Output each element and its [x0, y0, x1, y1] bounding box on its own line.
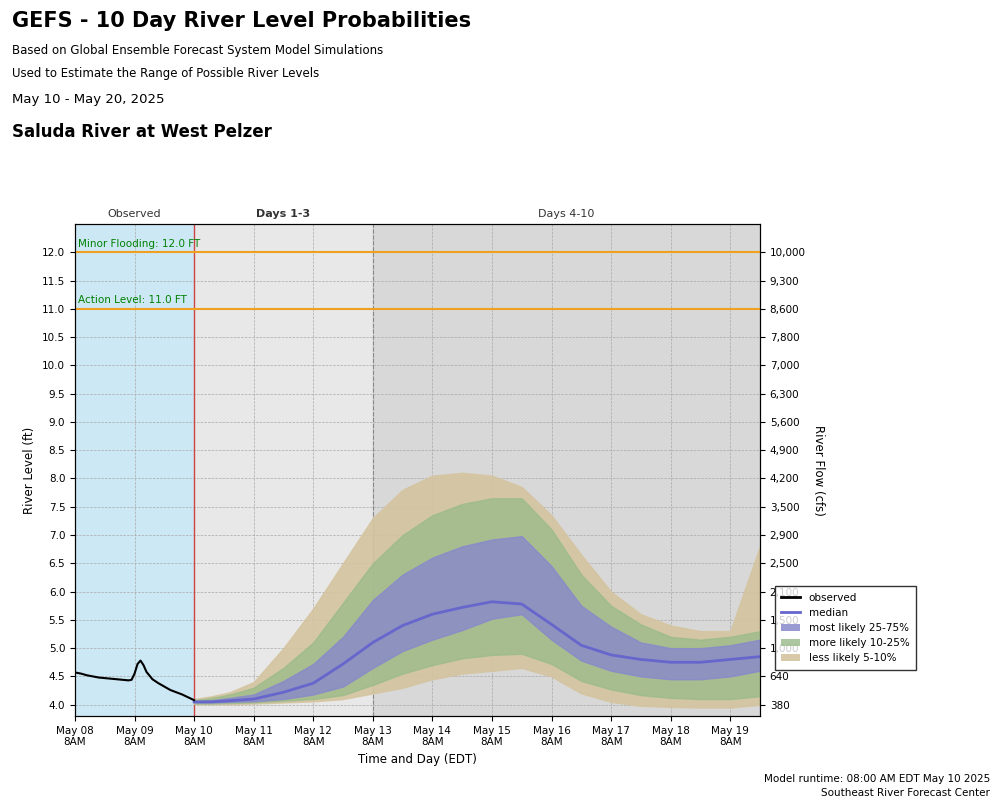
Bar [75, 224, 194, 716]
Y-axis label: River Level (ft): River Level (ft) [23, 426, 36, 514]
X-axis label: Time and Day (EDT): Time and Day (EDT) [358, 753, 477, 766]
Bar [194, 224, 373, 716]
Text: Used to Estimate the Range of Possible River Levels: Used to Estimate the Range of Possible R… [12, 67, 319, 80]
Text: Days 1-3: Days 1-3 [256, 209, 311, 218]
Text: Saluda River at West Pelzer: Saluda River at West Pelzer [12, 123, 272, 142]
Text: Based on Global Ensemble Forecast System Model Simulations: Based on Global Ensemble Forecast System… [12, 44, 383, 57]
Bar [373, 224, 760, 716]
Y-axis label: River Flow (cfs): River Flow (cfs) [812, 425, 825, 515]
Text: Days 4-10: Days 4-10 [538, 209, 595, 218]
Text: May 10 - May 20, 2025: May 10 - May 20, 2025 [12, 94, 164, 106]
Text: Action Level: 11.0 FT: Action Level: 11.0 FT [78, 295, 187, 305]
Legend: observed, median, most likely 25-75%, more likely 10-25%, less likely 5-10%: observed, median, most likely 25-75%, mo… [775, 586, 916, 670]
Text: Southeast River Forecast Center: Southeast River Forecast Center [821, 788, 990, 798]
Text: Observed: Observed [108, 209, 161, 218]
Text: GEFS - 10 Day River Level Probabilities: GEFS - 10 Day River Level Probabilities [12, 10, 471, 30]
Text: Minor Flooding: 12.0 FT: Minor Flooding: 12.0 FT [78, 238, 200, 249]
Text: Model runtime: 08:00 AM EDT May 10 2025: Model runtime: 08:00 AM EDT May 10 2025 [764, 774, 990, 784]
